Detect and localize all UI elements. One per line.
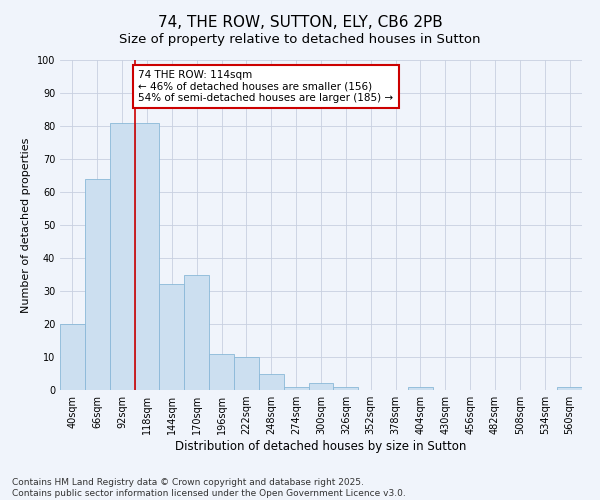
Text: 74, THE ROW, SUTTON, ELY, CB6 2PB: 74, THE ROW, SUTTON, ELY, CB6 2PB bbox=[158, 15, 442, 30]
X-axis label: Distribution of detached houses by size in Sutton: Distribution of detached houses by size … bbox=[175, 440, 467, 453]
Bar bbox=[60, 324, 85, 390]
Bar bbox=[334, 386, 358, 390]
Bar bbox=[184, 274, 209, 390]
Bar bbox=[110, 122, 134, 390]
Bar bbox=[160, 284, 184, 390]
Bar bbox=[209, 354, 234, 390]
Bar bbox=[234, 357, 259, 390]
Text: Size of property relative to detached houses in Sutton: Size of property relative to detached ho… bbox=[119, 32, 481, 46]
Bar bbox=[85, 179, 110, 390]
Bar bbox=[259, 374, 284, 390]
Text: Contains HM Land Registry data © Crown copyright and database right 2025.
Contai: Contains HM Land Registry data © Crown c… bbox=[12, 478, 406, 498]
Y-axis label: Number of detached properties: Number of detached properties bbox=[21, 138, 31, 312]
Bar bbox=[557, 386, 582, 390]
Bar bbox=[284, 386, 308, 390]
Bar bbox=[408, 386, 433, 390]
Text: 74 THE ROW: 114sqm
← 46% of detached houses are smaller (156)
54% of semi-detach: 74 THE ROW: 114sqm ← 46% of detached hou… bbox=[139, 70, 394, 103]
Bar bbox=[308, 384, 334, 390]
Bar bbox=[134, 122, 160, 390]
